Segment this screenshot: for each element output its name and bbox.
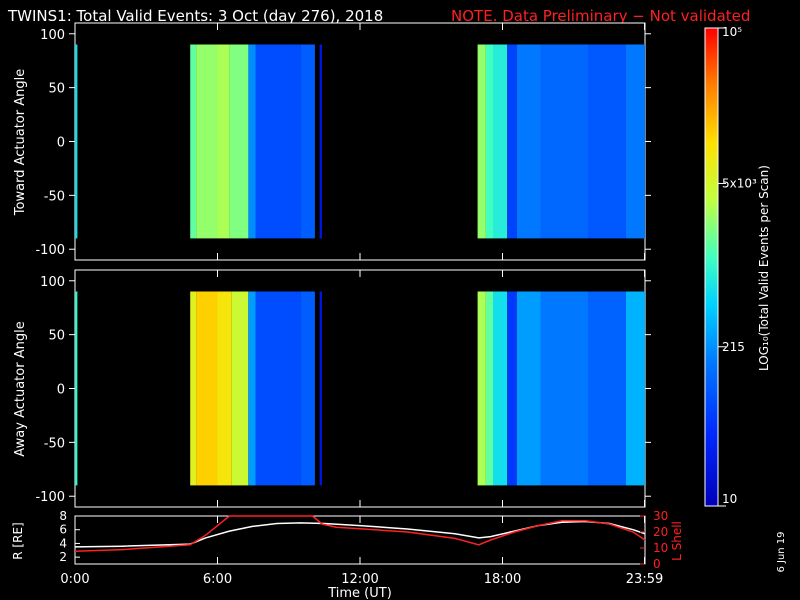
lshell-tick-label: 0 (653, 557, 661, 571)
y-tick-label: -50 (44, 436, 65, 451)
heatmap-cell (217, 44, 230, 239)
x-tick-label: 18:00 (484, 572, 521, 587)
heatmap-cell (231, 291, 249, 486)
away-y-label: Away Actuator Angle (13, 321, 28, 456)
y-tick-label: 100 (40, 275, 65, 290)
x-axis-ticks: 0:00 6:00 12:00 18:00 23:59 (60, 23, 663, 587)
heatmap-cell (516, 291, 541, 486)
heatmap-cell (477, 44, 486, 239)
heatmap-cell (477, 291, 486, 486)
heatmap-cell (588, 291, 626, 486)
heatmap-cell (255, 291, 301, 486)
heatmap-cell (485, 291, 493, 486)
heatmap-cell (248, 291, 256, 486)
heatmap-cell (75, 44, 78, 239)
heatmap-cell (516, 44, 541, 239)
colorbar-ticks: 10 215 5x10³ 10⁵ (718, 25, 757, 507)
generation-date: 6 Jun 19 (776, 531, 787, 572)
x-tick-label: 12:00 (341, 572, 378, 587)
x-tick-label: 0:00 (60, 572, 89, 587)
y-tick-label: 0 (57, 136, 65, 151)
r-tick-label: 2 (59, 550, 67, 564)
heatmap-cell (196, 44, 218, 239)
toward-y-label: Toward Actuator Angle (13, 69, 28, 216)
y-tick-label: 0 (57, 383, 65, 398)
panel-toward: 100 50 0 -50 -100 Toward Actuator Angle (13, 22, 651, 261)
y-tick-label: -50 (44, 189, 65, 204)
heatmap-cell (493, 291, 508, 486)
heatmap-cell (248, 44, 256, 239)
colorbar-tick-label: 10 (722, 492, 737, 506)
heatmap-cell (229, 44, 249, 239)
heatmap-cell (507, 44, 517, 239)
away-y-ticks: 100 50 0 -50 -100 (35, 275, 651, 505)
colorbar-tick-label: 10⁵ (722, 25, 742, 39)
colorbar-tick-label: 215 (722, 340, 745, 354)
x-tick-label: 6:00 (203, 572, 232, 587)
colorbar: 10 215 5x10³ 10⁵ LOG₁₀(Total Valid Events p… (704, 25, 771, 507)
orbit-lines (74, 515, 646, 552)
heatmap-cell (319, 44, 322, 239)
y-tick-label: 50 (48, 82, 65, 97)
chart-title: TWINS1: Total Valid Events: 3 Oct (day 2… (7, 7, 383, 25)
y-tick-label: 50 (48, 329, 65, 344)
y-tick-label: -100 (35, 490, 65, 505)
panel-away: 100 50 0 -50 -100 Away Actuator Angle (13, 269, 651, 508)
toward-heatmap (75, 44, 645, 239)
r-tick-label: 6 (59, 523, 67, 537)
x-axis-label: Time (UT) (327, 586, 392, 600)
heatmap-cell (190, 291, 197, 486)
away-heatmap (75, 291, 645, 486)
heatmap-cell (319, 291, 322, 486)
heatmap-cell (507, 291, 517, 486)
radius-line (74, 520, 646, 548)
lshell-tick-label: 20 (653, 525, 668, 539)
colorbar-gradient (704, 27, 719, 507)
heatmap-cell (540, 291, 588, 486)
y-tick-label: 100 (40, 28, 65, 43)
heatmap-cell (190, 44, 197, 239)
heatmap-cell (300, 291, 315, 486)
heatmap-cell (255, 44, 301, 239)
r-tick-label: 4 (59, 536, 67, 550)
lshell-y-label: L Shell (670, 521, 684, 561)
colorbar-tick-label: 5x10³ (722, 176, 757, 190)
heatmap-cell (300, 44, 315, 239)
heatmap-cell (485, 44, 493, 239)
r-tick-label: 8 (59, 509, 67, 523)
preliminary-note: NOTE. Data Preliminary − Not validated (451, 7, 750, 25)
toward-y-ticks: 100 50 0 -50 -100 (35, 28, 651, 258)
heatmap-cell (588, 44, 626, 239)
heatmap-cell (626, 44, 645, 239)
orbit-y-label: R [RE] (11, 522, 25, 559)
heatmap-cell (626, 291, 645, 486)
heatmap-cell (75, 291, 78, 486)
heatmap-cell (493, 44, 508, 239)
y-tick-label: -100 (35, 243, 65, 258)
lshell-tick-label: 10 (653, 541, 668, 555)
heatmap-cell (540, 44, 588, 239)
heatmap-cell (196, 291, 218, 486)
lshell-tick-label: 30 (653, 509, 668, 523)
lshell-line (74, 515, 646, 552)
colorbar-label: LOG₁₀(Total Valid Events per Scan) (757, 165, 771, 371)
heatmap-cell (217, 291, 232, 486)
x-tick-label: 23:59 (626, 572, 663, 587)
